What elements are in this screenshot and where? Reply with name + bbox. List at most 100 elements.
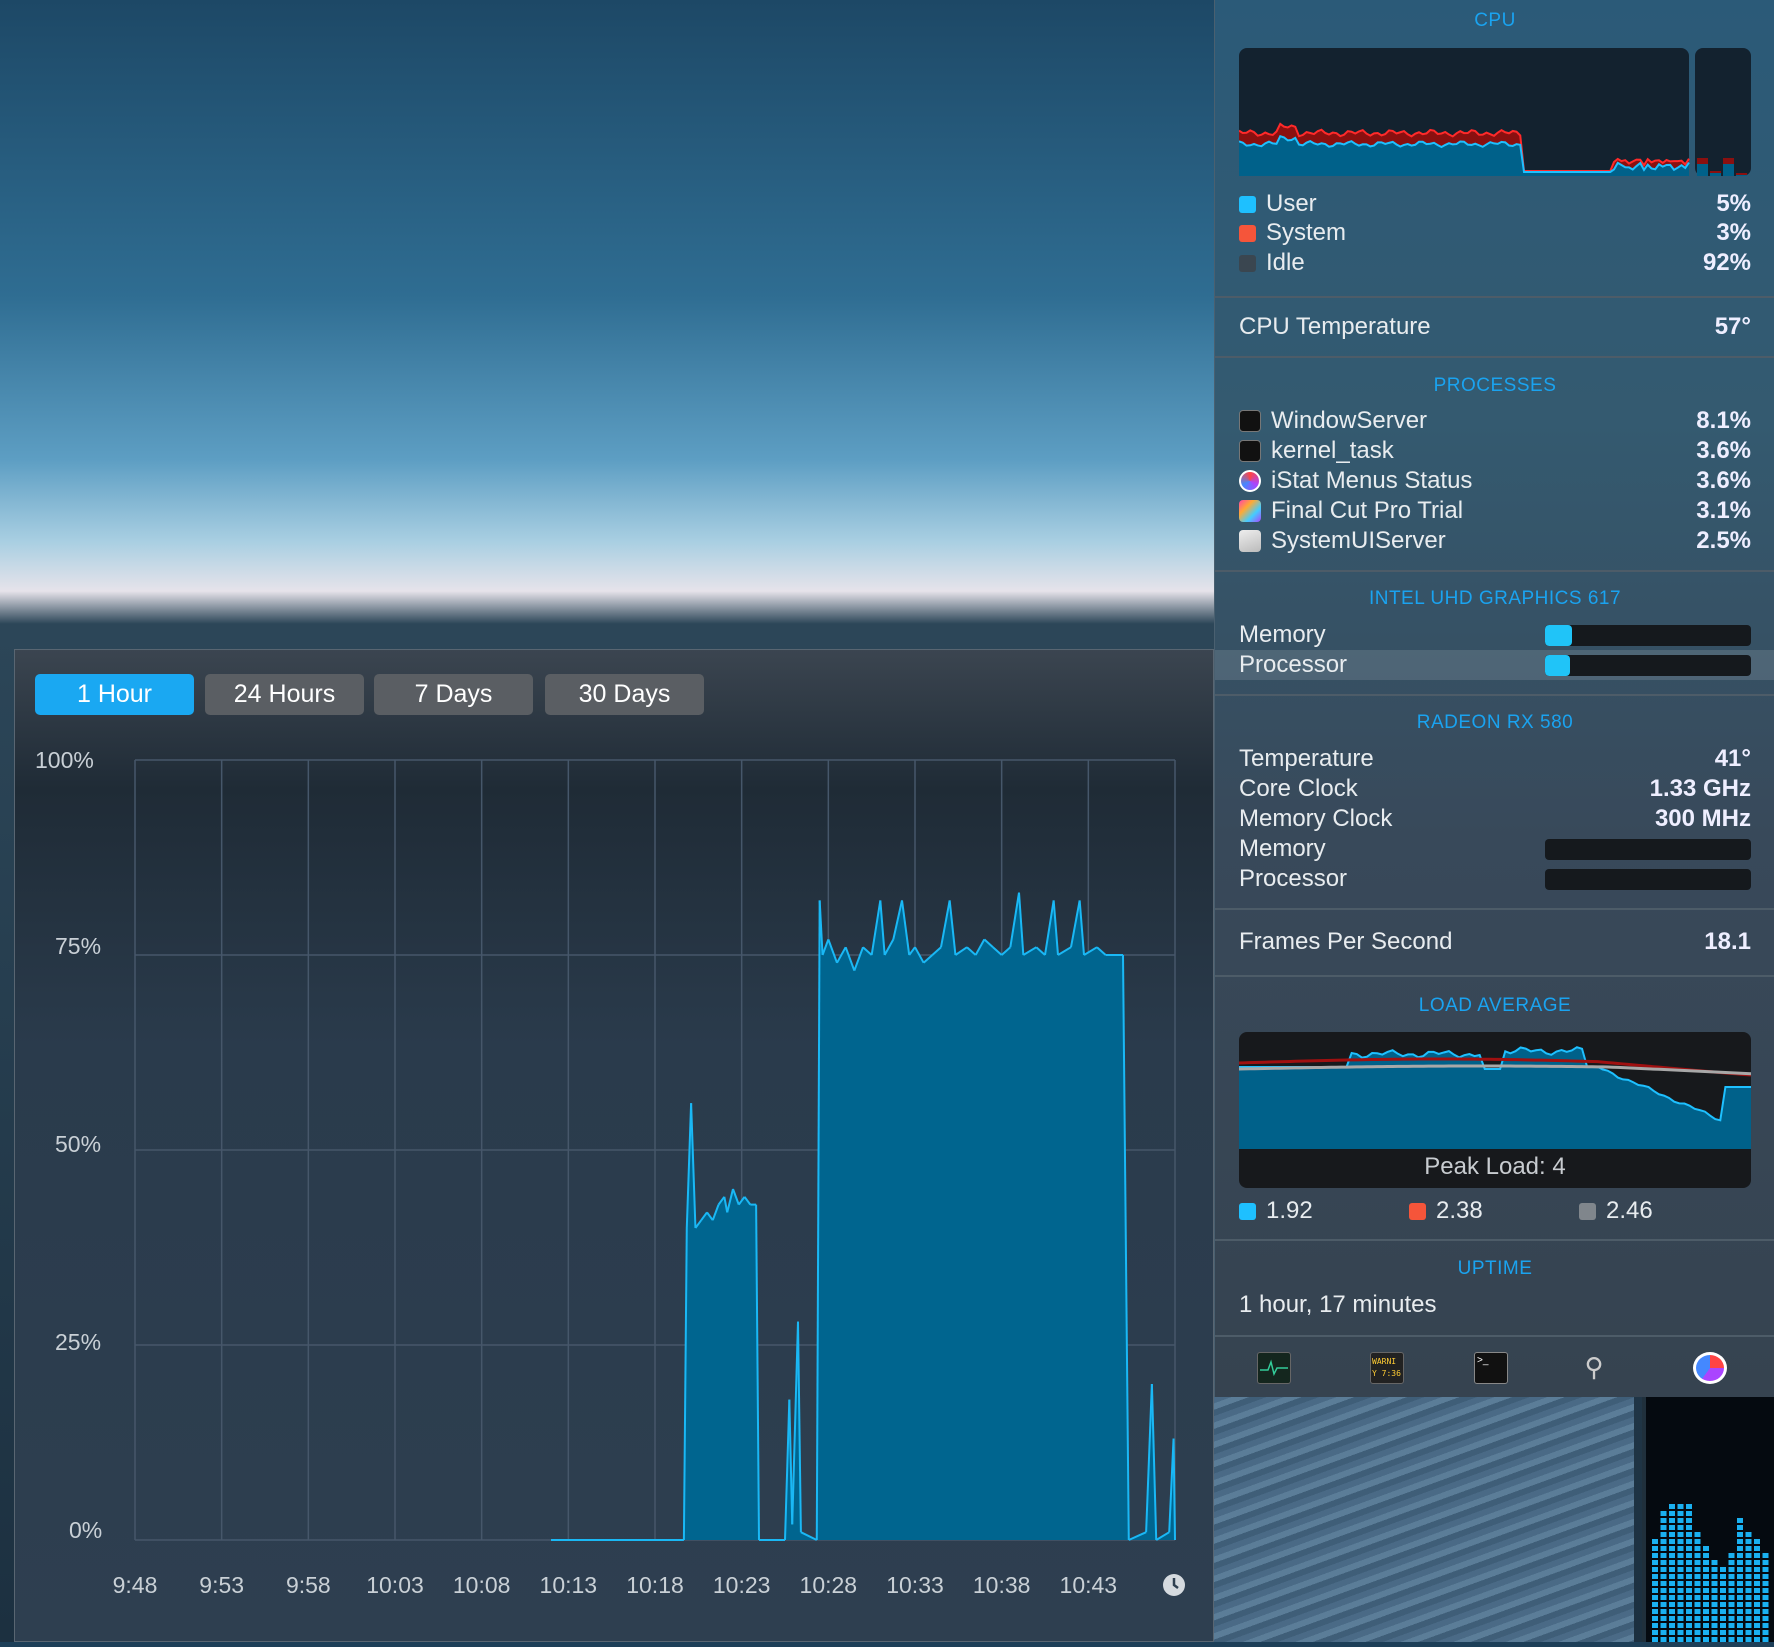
history-bar-cell bbox=[1762, 1581, 1769, 1586]
divider bbox=[1215, 908, 1774, 910]
process-row[interactable]: SystemUIServer 2.5% bbox=[1239, 526, 1751, 556]
load-average-graph: Peak Load: 4 bbox=[1239, 1032, 1751, 1188]
cpu-line-segment bbox=[690, 1103, 697, 1229]
cpu-line-segment bbox=[879, 900, 886, 956]
cpu-line-segment bbox=[726, 1188, 734, 1213]
history-bar-cell bbox=[1703, 1560, 1709, 1565]
terminal-icon[interactable]: >_ bbox=[1474, 1352, 1508, 1384]
history-bar-cell bbox=[1745, 1602, 1752, 1607]
cpu-line-segment bbox=[1009, 892, 1020, 948]
history-bar-cell bbox=[1677, 1539, 1684, 1544]
history-bar-cell bbox=[1754, 1630, 1760, 1635]
history-bar-cell bbox=[1694, 1567, 1701, 1572]
cpu-line-segment bbox=[700, 1211, 708, 1221]
history-bar-cell bbox=[1686, 1546, 1692, 1551]
clock-icon[interactable] bbox=[1162, 1573, 1186, 1597]
history-bar-cell bbox=[1677, 1532, 1684, 1537]
history-bar-cell bbox=[1660, 1532, 1667, 1537]
history-bar-cell bbox=[1737, 1532, 1743, 1537]
core-clock-value: 1.33 GHz bbox=[1649, 775, 1751, 802]
history-bar-cell bbox=[1652, 1609, 1658, 1614]
history-bar-cell bbox=[1737, 1588, 1743, 1593]
history-bar-cell bbox=[1762, 1609, 1769, 1614]
history-bar-cell bbox=[1677, 1602, 1684, 1607]
history-bar-cell bbox=[1669, 1581, 1675, 1586]
console-icon[interactable]: WARNI Y 7:36 bbox=[1370, 1352, 1404, 1384]
history-bar-cell bbox=[1669, 1539, 1675, 1544]
process-cpu: 2.5% bbox=[1696, 527, 1751, 554]
radeon-processor-bar bbox=[1545, 868, 1751, 890]
history-bar-cell bbox=[1703, 1588, 1709, 1593]
user-label: User bbox=[1266, 190, 1317, 217]
cpu-line-segment bbox=[1000, 946, 1012, 956]
cpu-line-segment bbox=[908, 946, 916, 956]
history-bar-cell bbox=[1720, 1609, 1726, 1614]
history-bar-cell bbox=[1711, 1623, 1718, 1628]
cpu-line-segment bbox=[682, 1227, 688, 1541]
history-bar-cell bbox=[1728, 1602, 1735, 1607]
history-bar-cell bbox=[1669, 1553, 1675, 1558]
history-bar-cell bbox=[1720, 1623, 1726, 1628]
history-bar-cell bbox=[1677, 1560, 1684, 1565]
tab-24-hours[interactable]: 24 Hours bbox=[205, 674, 364, 715]
history-bar-cell bbox=[1728, 1567, 1735, 1572]
process-row[interactable]: iStat Menus Status 3.6% bbox=[1239, 466, 1751, 496]
x-tick-label: 10:33 bbox=[886, 1572, 944, 1598]
history-bar-cell bbox=[1754, 1553, 1760, 1558]
core-bar bbox=[1710, 173, 1721, 176]
history-bar-cell bbox=[1728, 1623, 1735, 1628]
cpu-line-segment bbox=[940, 900, 951, 948]
user-value: 5% bbox=[1716, 190, 1751, 217]
history-bar-cell bbox=[1737, 1581, 1743, 1586]
history-bar-cell bbox=[1694, 1588, 1701, 1593]
tab-7-days[interactable]: 7 Days bbox=[374, 674, 533, 715]
history-bar-cell bbox=[1737, 1630, 1743, 1635]
history-bar-cell bbox=[1728, 1637, 1735, 1642]
process-row[interactable]: Final Cut Pro Trial 3.1% bbox=[1239, 496, 1751, 526]
history-bar-cell bbox=[1720, 1595, 1726, 1600]
terminal-icon bbox=[1239, 440, 1261, 462]
divider bbox=[1215, 1335, 1774, 1337]
tab-30-days[interactable]: 30 Days bbox=[545, 674, 704, 715]
cpu-line-segment bbox=[1172, 1438, 1176, 1541]
cpu-history-chart bbox=[134, 759, 1176, 1541]
history-bar-cell bbox=[1686, 1609, 1692, 1614]
history-bar-cell bbox=[1669, 1602, 1675, 1607]
cpu-line-segment bbox=[800, 1531, 818, 1541]
history-bar-cell bbox=[1754, 1539, 1760, 1544]
history-bar-cell bbox=[1737, 1539, 1743, 1544]
history-bar-cell bbox=[1720, 1581, 1726, 1586]
history-bar-cell bbox=[1652, 1574, 1658, 1579]
cpu-line-segment bbox=[892, 900, 903, 940]
history-bar-cell bbox=[1762, 1553, 1769, 1558]
divider bbox=[1215, 975, 1774, 977]
load-15min-line bbox=[1239, 1064, 1751, 1076]
history-bar-cell bbox=[1686, 1553, 1692, 1558]
history-bar-cell bbox=[1677, 1518, 1684, 1523]
system-information-icon[interactable]: ⚲ bbox=[1584, 1352, 1604, 1382]
x-tick-label: 9:53 bbox=[199, 1572, 245, 1598]
core-bar bbox=[1736, 175, 1747, 176]
process-row[interactable]: kernel_task 3.6% bbox=[1239, 436, 1751, 466]
fps-label: Frames Per Second bbox=[1239, 928, 1453, 955]
history-bar-cell bbox=[1669, 1588, 1675, 1593]
history-bar-cell bbox=[1677, 1623, 1684, 1628]
istat-menus-icon[interactable] bbox=[1693, 1352, 1727, 1384]
activity-monitor-icon[interactable] bbox=[1257, 1352, 1291, 1384]
x-tick-label: 10:23 bbox=[712, 1572, 771, 1598]
memory-clock-label: Memory Clock bbox=[1239, 805, 1393, 832]
history-bar-cell bbox=[1737, 1623, 1743, 1628]
history-bar-cell bbox=[1660, 1518, 1667, 1523]
history-bar-cell bbox=[1754, 1567, 1760, 1572]
tab-1-hour[interactable]: 1 Hour bbox=[35, 674, 194, 715]
history-bar-cell bbox=[1686, 1567, 1692, 1572]
history-bar-cell bbox=[1686, 1602, 1692, 1607]
history-bar-cell bbox=[1694, 1595, 1701, 1600]
history-bar-cell bbox=[1737, 1553, 1743, 1558]
cpu-line-segment bbox=[883, 938, 895, 956]
history-bar-cell bbox=[1762, 1616, 1769, 1621]
history-bar-cell bbox=[1728, 1616, 1735, 1621]
cpu-section-title: CPU bbox=[1474, 10, 1516, 31]
process-row[interactable]: WindowServer 8.1% bbox=[1239, 406, 1751, 436]
cpu-line-segment bbox=[706, 1211, 714, 1221]
